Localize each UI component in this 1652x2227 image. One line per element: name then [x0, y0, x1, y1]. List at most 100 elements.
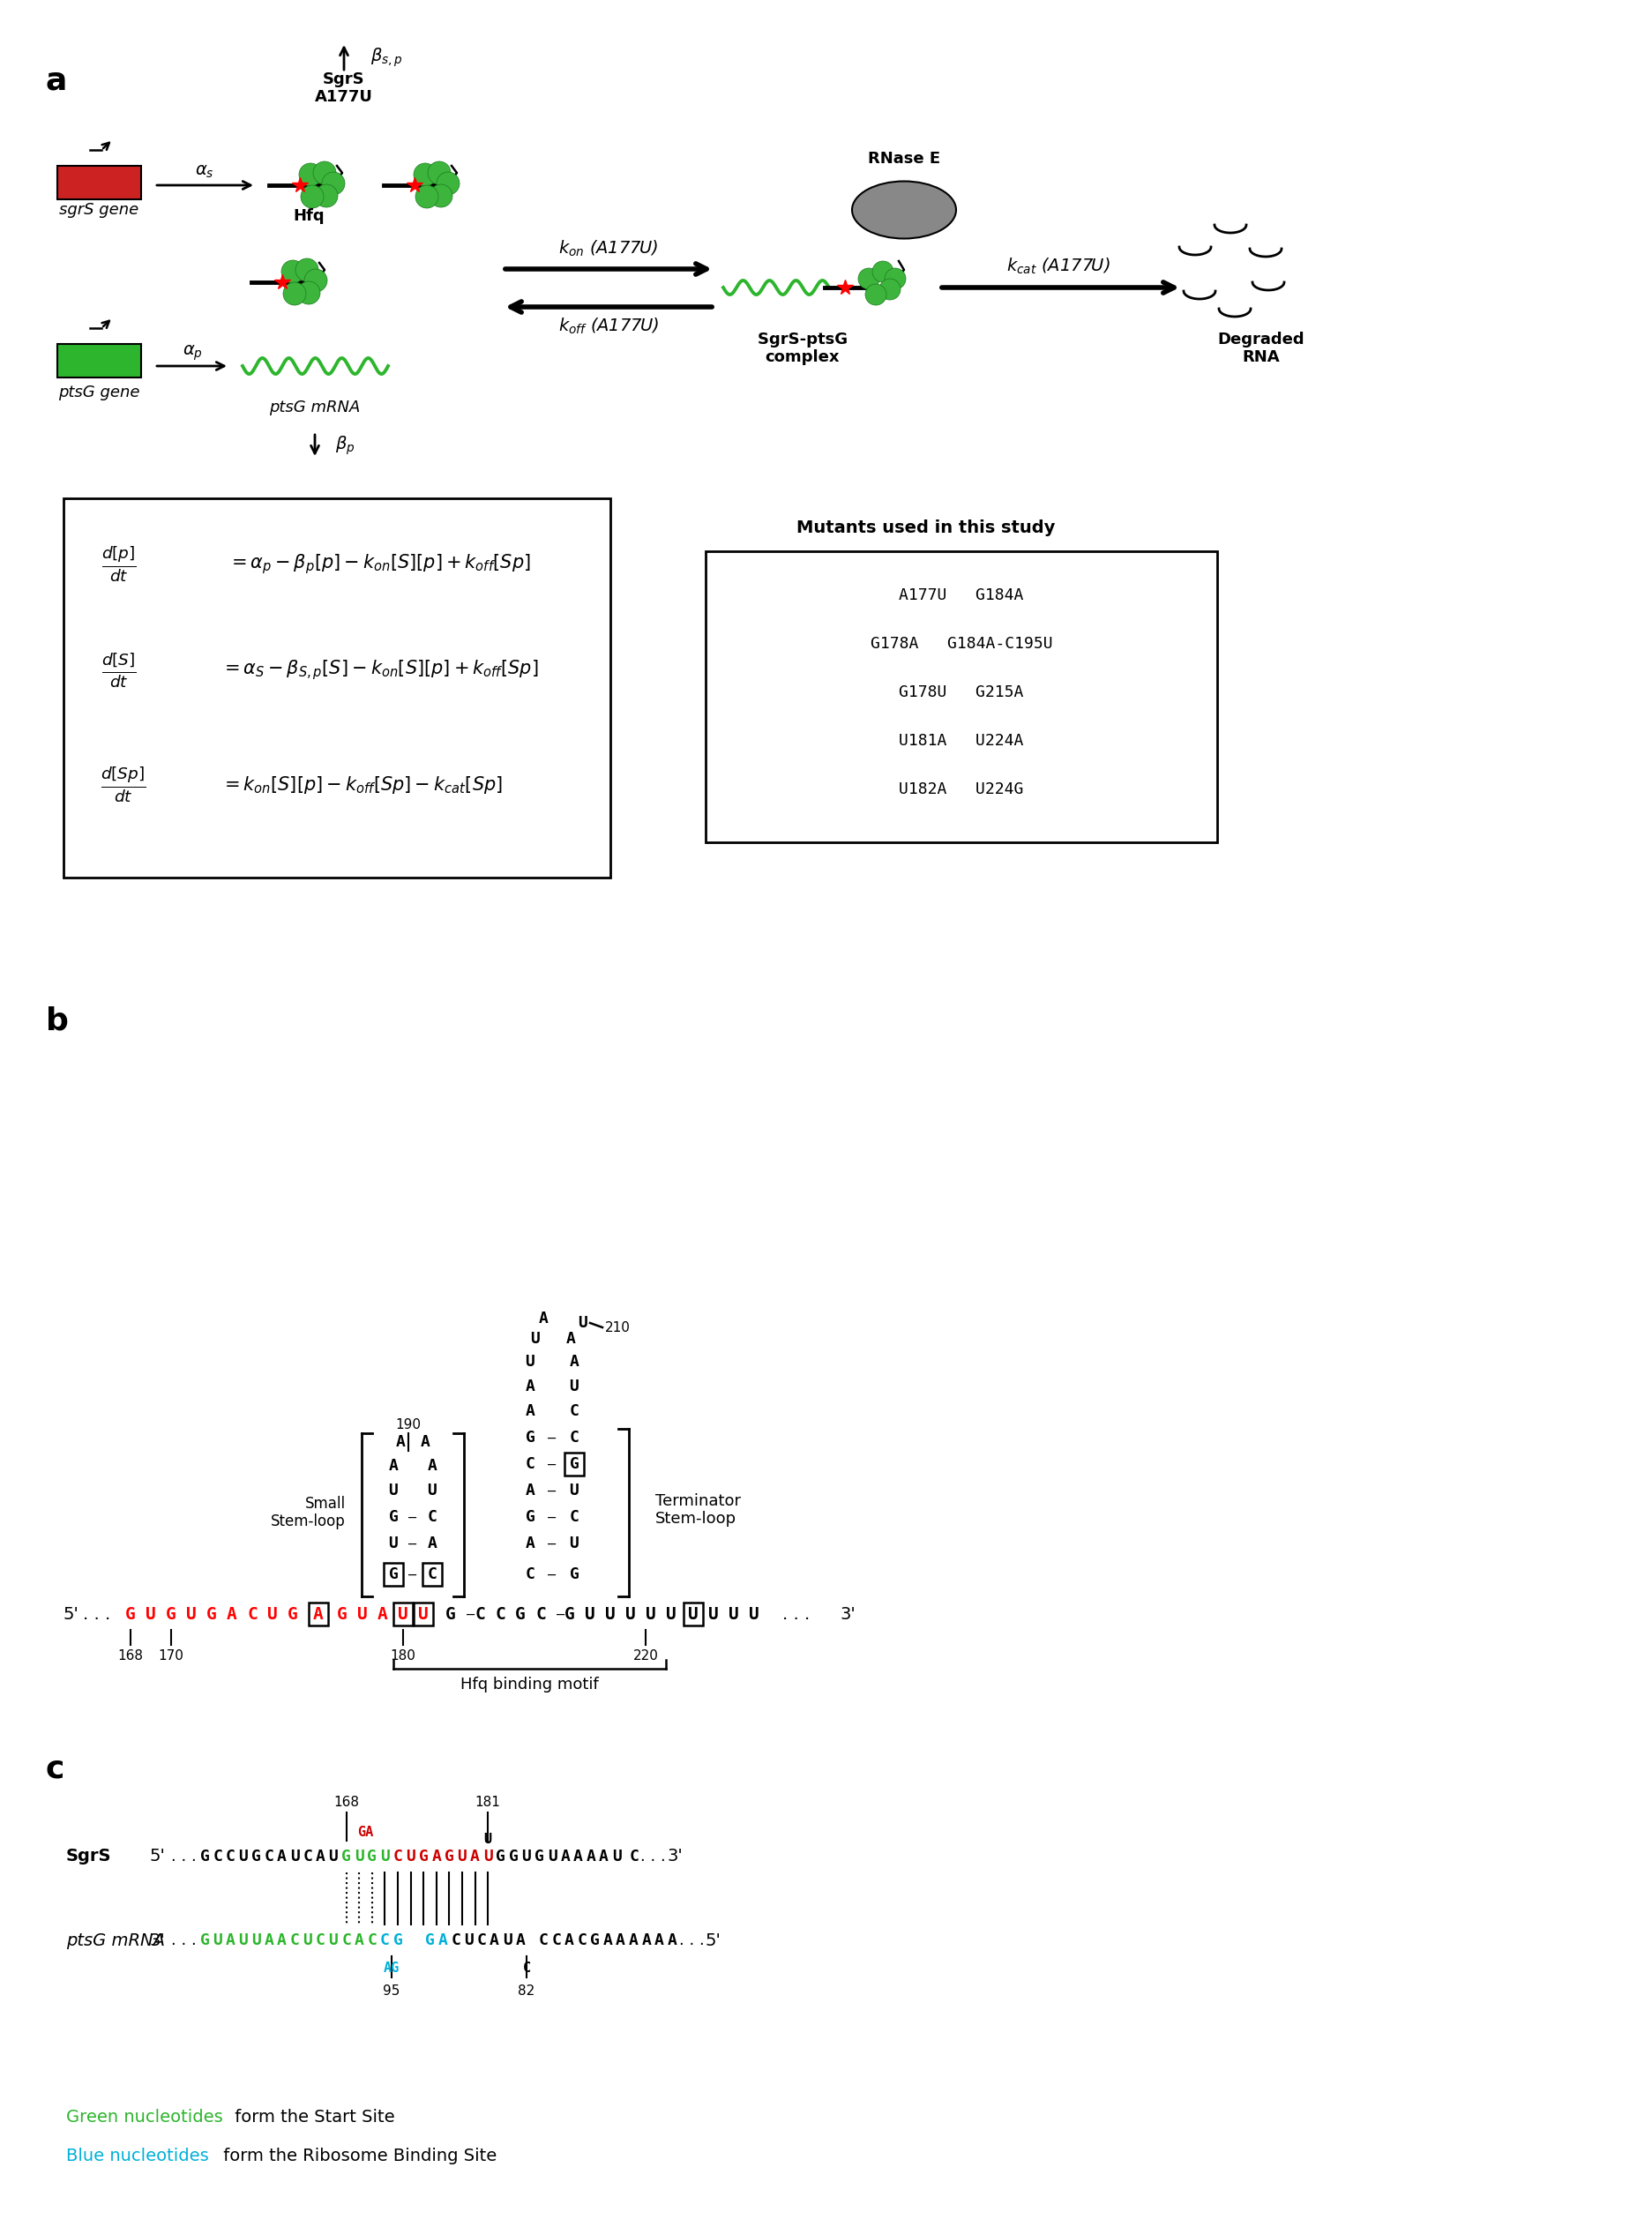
Text: 5': 5': [149, 1848, 165, 1864]
Text: 82: 82: [519, 1984, 535, 1998]
Text: form the Start Site: form the Start Site: [230, 2109, 395, 2125]
Text: $\beta_p$: $\beta_p$: [335, 434, 355, 457]
Text: . . .: . . .: [783, 1606, 809, 1623]
Text: C: C: [570, 1403, 578, 1419]
Text: U: U: [585, 1606, 595, 1623]
Text: C: C: [226, 1848, 235, 1864]
Text: C: C: [539, 1933, 548, 1949]
Text: U: U: [388, 1537, 398, 1552]
Text: G: G: [200, 1933, 210, 1949]
Text: A: A: [539, 1312, 548, 1327]
Text: U: U: [398, 1606, 408, 1623]
Text: U: U: [357, 1606, 368, 1623]
Text: Degraded
RNA: Degraded RNA: [1218, 332, 1305, 365]
Text: A: A: [567, 1332, 575, 1347]
Text: U: U: [302, 1933, 312, 1949]
Text: G: G: [388, 1566, 398, 1581]
Text: U: U: [666, 1606, 676, 1623]
Text: A: A: [428, 1459, 438, 1474]
Text: C: C: [367, 1933, 377, 1949]
Circle shape: [299, 163, 322, 187]
Text: A: A: [438, 1933, 448, 1949]
Text: C: C: [535, 1606, 545, 1623]
Bar: [63, 499, 610, 877]
Text: Blue nucleotides: Blue nucleotides: [66, 2149, 208, 2165]
Text: G: G: [251, 1848, 261, 1864]
Text: 220: 220: [633, 1650, 659, 1664]
Text: G: G: [393, 1933, 403, 1949]
Text: U182A   U224G: U182A U224G: [899, 782, 1024, 797]
Text: Small
Stem-loop: Small Stem-loop: [271, 1497, 345, 1530]
Text: U: U: [380, 1848, 390, 1864]
Text: $\alpha_p$: $\alpha_p$: [182, 343, 203, 363]
Text: 95: 95: [383, 1984, 400, 1998]
Text: —: —: [408, 1568, 416, 1581]
Text: 168: 168: [334, 1795, 358, 1808]
Text: $\frac{d[Sp]}{dt}$: $\frac{d[Sp]}{dt}$: [101, 766, 147, 804]
Text: U: U: [522, 1848, 532, 1864]
Text: U: U: [482, 1848, 492, 1864]
Text: 168: 168: [117, 1650, 144, 1664]
Text: C: C: [380, 1933, 390, 1949]
Text: 190: 190: [395, 1419, 421, 1432]
Bar: [309, 1603, 329, 1626]
Text: A177U   G184A: A177U G184A: [899, 588, 1024, 604]
Bar: [58, 343, 140, 379]
Circle shape: [428, 160, 451, 185]
Text: 3': 3': [667, 1848, 682, 1864]
Ellipse shape: [852, 180, 957, 238]
Text: U: U: [145, 1606, 155, 1623]
Circle shape: [301, 185, 324, 207]
Text: G: G: [515, 1606, 525, 1623]
Text: U: U: [464, 1933, 474, 1949]
Circle shape: [413, 163, 436, 187]
Text: —: —: [548, 1432, 557, 1445]
Bar: [383, 1563, 403, 1586]
Text: A: A: [355, 1933, 363, 1949]
Text: U: U: [578, 1314, 588, 1332]
Text: 5': 5': [63, 1606, 79, 1623]
Text: A: A: [420, 1434, 430, 1450]
Text: A: A: [316, 1848, 325, 1864]
Text: Mutants used in this study: Mutants used in this study: [796, 519, 1056, 537]
Text: G: G: [570, 1566, 578, 1581]
Text: U: U: [458, 1848, 468, 1864]
Text: —: —: [408, 1510, 416, 1523]
Text: U: U: [329, 1848, 339, 1864]
Text: A: A: [388, 1459, 398, 1474]
Circle shape: [866, 285, 887, 305]
Text: U: U: [268, 1606, 278, 1623]
Text: SgrS-​ptsG
complex: SgrS-​ptsG complex: [758, 332, 847, 365]
Text: U: U: [213, 1933, 223, 1949]
Text: 3': 3': [841, 1606, 856, 1623]
Text: C: C: [393, 1848, 403, 1864]
Text: $\beta_{s,p}$: $\beta_{s,p}$: [370, 47, 403, 69]
Text: form the Ribosome Binding Site: form the Ribosome Binding Site: [218, 2149, 497, 2165]
Text: Green nucleotides: Green nucleotides: [66, 2109, 223, 2125]
Circle shape: [316, 185, 337, 207]
Text: U: U: [646, 1606, 656, 1623]
Text: c: c: [46, 1753, 64, 1784]
Text: U: U: [547, 1848, 557, 1864]
Text: G: G: [590, 1933, 600, 1949]
Text: C: C: [577, 1933, 586, 1949]
Text: U: U: [406, 1848, 415, 1864]
Circle shape: [281, 261, 304, 283]
Text: ptsG mRNA: ptsG mRNA: [66, 1933, 165, 1949]
Text: C: C: [342, 1933, 352, 1949]
Text: G: G: [565, 1606, 575, 1623]
Text: U: U: [626, 1606, 636, 1623]
Text: RNase E: RNase E: [867, 151, 940, 167]
Text: C: C: [496, 1606, 506, 1623]
Circle shape: [885, 267, 905, 290]
Text: A: A: [525, 1537, 535, 1552]
Text: C: C: [264, 1848, 274, 1864]
Text: A: A: [226, 1933, 235, 1949]
Text: U: U: [748, 1606, 760, 1623]
Text: A: A: [667, 1933, 677, 1949]
Text: 170: 170: [159, 1650, 183, 1664]
Text: G: G: [535, 1848, 544, 1864]
Text: G: G: [337, 1606, 347, 1623]
Text: 181: 181: [476, 1795, 501, 1808]
Text: C: C: [451, 1933, 461, 1949]
